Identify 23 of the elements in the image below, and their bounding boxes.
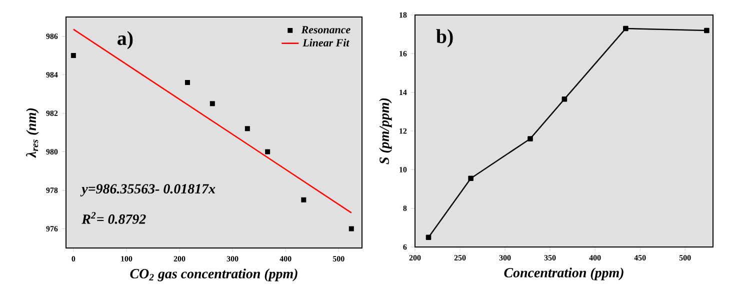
- legend-label: Linear Fit: [302, 38, 350, 46]
- annotation: b): [436, 29, 453, 48]
- point: [468, 176, 474, 182]
- point: [348, 226, 354, 232]
- point: [623, 26, 628, 32]
- point: [426, 234, 432, 240]
- point: [70, 53, 76, 58]
- point: [210, 101, 215, 106]
- point: [528, 136, 533, 142]
- x-axis-title: CO$_{2}$ gas concentration (ppm): [130, 268, 298, 282]
- point: [301, 197, 306, 202]
- legend-label: Resonance: [301, 26, 350, 34]
- y-axis-title: λ$_{res}$ (nm): [26, 108, 39, 158]
- annotation: y=986.35563- 0.01817x: [80, 184, 216, 196]
- annotation: a): [118, 31, 133, 50]
- point: [244, 126, 250, 132]
- point: [704, 28, 710, 34]
- y-axis-title: S (pm/ppm): [379, 98, 392, 164]
- point: [265, 149, 270, 154]
- x-axis-title: Concentration (ppm): [504, 268, 624, 280]
- point: [562, 96, 568, 102]
- point: [184, 80, 190, 85]
- annotation: R$^{2}$= 0.8792: [82, 212, 146, 224]
